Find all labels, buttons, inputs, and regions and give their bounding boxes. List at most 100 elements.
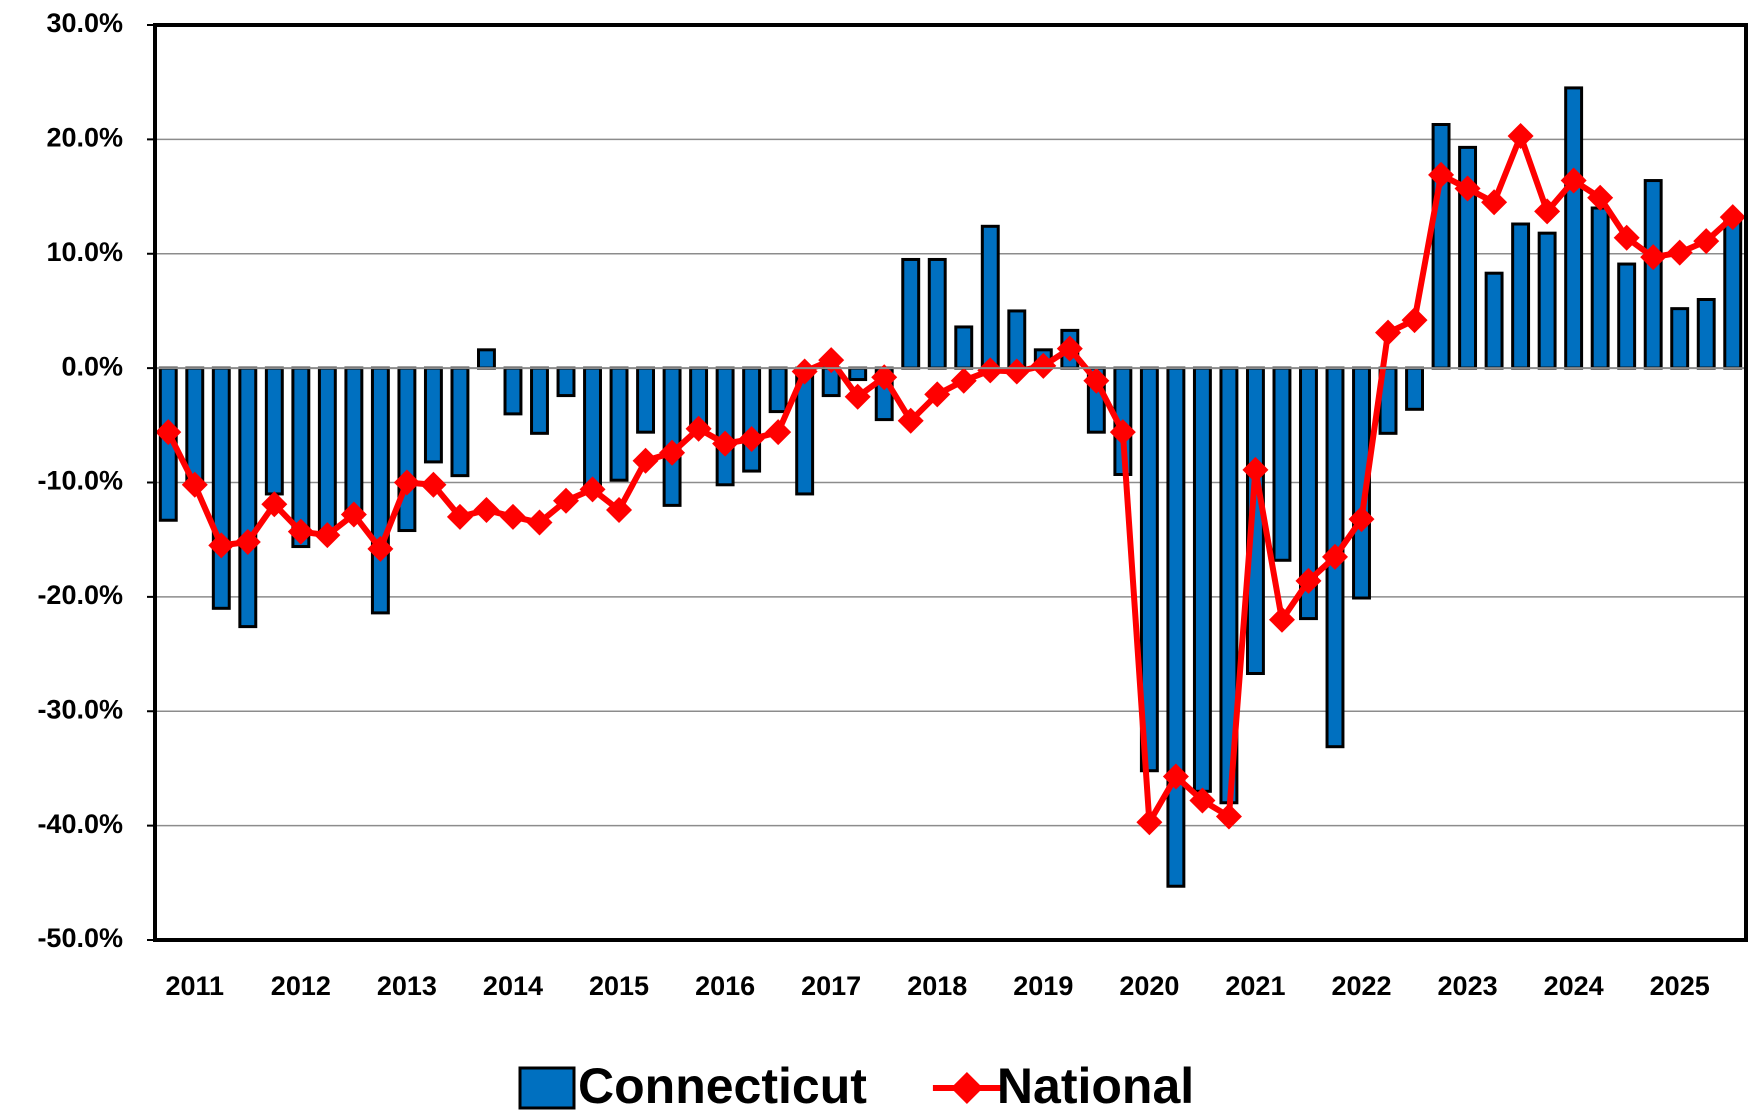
line-marker — [1693, 228, 1720, 255]
x-tick-label: 2012 — [271, 971, 331, 1001]
bar — [503, 366, 523, 416]
line-marker — [632, 447, 659, 474]
line-marker — [1401, 307, 1428, 334]
line-marker — [287, 518, 314, 545]
line-marker — [659, 439, 686, 466]
line-marker — [579, 476, 606, 503]
line-marker — [1268, 606, 1295, 633]
y-tick-label: 10.0% — [46, 237, 123, 267]
line-marker — [844, 383, 871, 410]
bar — [742, 366, 762, 473]
bar — [662, 366, 682, 507]
x-tick-label: 2020 — [1119, 971, 1179, 1001]
bar — [1431, 123, 1451, 370]
legend-swatch — [950, 1072, 983, 1104]
legend-label: National — [997, 1058, 1194, 1114]
line-marker — [1083, 367, 1110, 394]
x-tick-label: 2014 — [483, 971, 543, 1001]
y-tick-label: -10.0% — [37, 466, 123, 496]
y-tick-label: -30.0% — [37, 694, 123, 724]
line-marker — [1136, 809, 1163, 836]
line-marker — [1056, 335, 1083, 362]
bar — [1272, 366, 1292, 562]
x-tick-label: 2022 — [1331, 971, 1391, 1001]
x-tick-label: 2016 — [695, 971, 755, 1001]
x-tick-label: 2021 — [1225, 971, 1285, 1001]
y-tick-label: -50.0% — [37, 923, 123, 953]
line-marker — [685, 415, 712, 442]
x-tick-label: 2025 — [1650, 971, 1710, 1001]
bar — [211, 366, 231, 610]
bar — [344, 366, 364, 519]
line-marker — [1030, 352, 1057, 379]
bar — [477, 348, 496, 370]
bar — [370, 366, 390, 615]
line-marker — [1189, 787, 1216, 814]
bar — [768, 366, 788, 414]
line-marker — [181, 471, 208, 498]
x-tick-label: 2019 — [1013, 971, 1073, 1001]
line-marker — [1534, 198, 1561, 225]
line-marker — [897, 407, 924, 434]
bar — [848, 366, 868, 382]
line-marker — [1295, 567, 1322, 594]
line-marker — [1003, 358, 1030, 385]
line-marker — [606, 496, 633, 523]
x-tick-label: 2017 — [801, 971, 861, 1001]
line-marker — [1348, 506, 1375, 533]
line-marker — [553, 487, 580, 514]
line-marker — [871, 364, 898, 391]
line-marker — [526, 509, 553, 536]
line-marker — [1719, 204, 1746, 231]
line-marker — [393, 469, 420, 496]
bar — [450, 366, 470, 478]
x-tick-label: 2011 — [165, 971, 224, 1001]
line-marker — [340, 501, 367, 528]
line-marker — [1162, 763, 1189, 790]
line-marker — [1587, 184, 1614, 211]
bar — [1723, 217, 1743, 370]
line-marker — [420, 471, 447, 498]
x-tick-label: 2018 — [907, 971, 967, 1001]
bar — [583, 366, 602, 490]
x-tick-label: 2023 — [1438, 971, 1498, 1001]
line-marker — [738, 426, 765, 453]
bar — [1405, 366, 1424, 411]
line-marker — [208, 532, 235, 559]
line-marker — [1507, 122, 1534, 149]
line-marker — [473, 496, 500, 523]
line-marker — [1242, 456, 1269, 483]
bar — [1617, 262, 1637, 370]
line-marker — [712, 430, 739, 457]
y-tick-label: 0.0% — [61, 351, 123, 381]
y-tick-label: 20.0% — [46, 123, 123, 153]
bar — [1696, 298, 1716, 370]
line-marker — [1321, 543, 1348, 570]
line-marker — [1109, 419, 1136, 446]
line-marker — [314, 522, 341, 549]
bar — [1484, 271, 1504, 370]
line-marker — [1375, 319, 1402, 346]
line-marker — [791, 358, 818, 385]
bar — [1537, 231, 1557, 370]
line-marker — [765, 419, 792, 446]
bar — [1192, 366, 1212, 793]
bar — [423, 366, 443, 464]
line-marker — [261, 491, 288, 518]
plot-border — [153, 23, 1748, 942]
bar — [980, 224, 1000, 370]
bar — [1670, 307, 1690, 370]
line-marker — [1613, 224, 1640, 251]
line-marker — [924, 381, 951, 408]
line-marker — [1640, 244, 1667, 271]
line-marker — [499, 503, 526, 530]
legend-label: Connecticut — [578, 1058, 867, 1114]
line-marker — [1428, 161, 1455, 188]
bar — [1511, 222, 1531, 370]
bar — [715, 366, 735, 487]
bar — [927, 257, 947, 370]
legend-swatch — [518, 1066, 576, 1110]
line-marker — [155, 419, 182, 446]
bar — [901, 257, 921, 370]
